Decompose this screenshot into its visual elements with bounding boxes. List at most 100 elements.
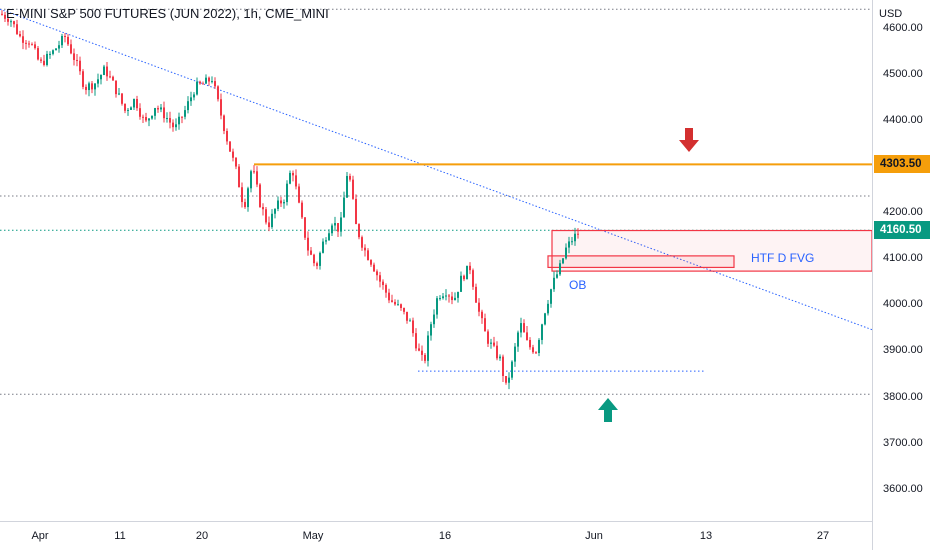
time-tick-label: 13	[699, 530, 713, 542]
candle-body	[376, 271, 378, 276]
time-tick-label: 11	[114, 530, 126, 542]
candle-body	[136, 99, 138, 109]
candle-body	[349, 175, 351, 180]
candle-body	[319, 252, 321, 266]
candle-body	[70, 44, 72, 54]
down-arrow-icon[interactable]	[679, 128, 699, 152]
candle-body	[205, 77, 207, 84]
candle-body	[364, 247, 366, 251]
candle-body	[124, 103, 126, 111]
candle-body	[553, 277, 555, 290]
candle-body	[367, 250, 369, 261]
candle-body	[517, 332, 519, 347]
candle-body	[496, 345, 498, 359]
price-tick-label: 4400.00	[883, 113, 923, 126]
price-tick-label: 3900.00	[883, 344, 923, 357]
candle-body	[55, 48, 57, 51]
candle-body	[520, 323, 522, 333]
candle-body	[244, 202, 246, 208]
candle-body	[145, 116, 147, 121]
fvg-zone	[551, 229, 872, 272]
candle-body	[121, 93, 123, 104]
candle-body	[490, 342, 492, 344]
candle-body	[127, 109, 129, 111]
candle-body	[307, 237, 309, 251]
candle-body	[355, 198, 357, 225]
candle-body	[40, 59, 42, 61]
symbol-title[interactable]: E-MINI S&P 500 FUTURES (JUN 2022), 1h, C…	[6, 6, 329, 21]
candle-body	[394, 301, 396, 305]
candle-body	[52, 50, 54, 54]
ob-label[interactable]: OB	[569, 278, 587, 292]
candle-body	[352, 179, 354, 199]
candle-body	[175, 124, 177, 128]
chart-area[interactable]: E-MINI S&P 500 FUTURES (JUN 2022), 1h, C…	[0, 0, 872, 521]
price-chart[interactable]	[0, 0, 872, 521]
candle-body	[325, 240, 327, 242]
candle-body	[118, 93, 120, 95]
candle-body	[193, 94, 195, 98]
candle-body	[94, 83, 96, 90]
candle-body	[571, 241, 573, 243]
candle-body	[310, 250, 312, 255]
candle-body	[214, 81, 216, 87]
candle-body	[235, 157, 237, 167]
candle-body	[79, 60, 81, 72]
time-axis[interactable]: Apr 11 20 May 16 Jun 13 27	[0, 521, 872, 551]
up-arrow-icon[interactable]	[598, 398, 618, 422]
candle-body	[283, 202, 285, 204]
time-tick-label: 16	[438, 530, 452, 542]
time-tick-label: Apr	[31, 530, 49, 542]
candle-body	[160, 107, 162, 110]
candle-body	[58, 45, 60, 49]
price-tick-label: 3700.00	[883, 436, 923, 449]
price-badge: 4303.50	[874, 155, 930, 174]
candle-body	[259, 184, 261, 208]
candle-body	[559, 263, 561, 275]
candle-body	[472, 270, 474, 287]
candle-body	[4, 14, 6, 19]
candle-body	[388, 292, 390, 301]
candle-body	[265, 209, 267, 223]
candle-body	[382, 281, 384, 286]
candle-body	[499, 356, 501, 359]
price-axis[interactable]: USD 4600.004500.004400.004300.004200.004…	[872, 0, 932, 550]
candle-body	[457, 291, 459, 298]
candle-body	[556, 274, 558, 278]
candle-body	[31, 44, 33, 46]
candle-body	[157, 108, 159, 110]
candle-body	[448, 295, 450, 297]
candle-body	[313, 254, 315, 264]
candle-body	[43, 60, 45, 65]
candle-body	[409, 320, 411, 322]
fvg-label[interactable]: HTF D FVG	[751, 251, 815, 265]
candle-body	[274, 208, 276, 214]
candle-body	[268, 222, 270, 228]
candle-body	[169, 118, 171, 123]
candle-body	[13, 21, 15, 25]
candle-body	[184, 110, 186, 117]
candle-body	[7, 18, 9, 22]
candle-body	[133, 99, 135, 108]
price-tick-label: 4200.00	[883, 206, 923, 219]
candle-body	[373, 264, 375, 272]
candle-body	[10, 21, 12, 23]
candle-body	[337, 223, 339, 232]
price-tick-label: 4000.00	[883, 298, 923, 311]
candle-body	[451, 296, 453, 301]
candle-body	[226, 131, 228, 142]
candle-body	[151, 115, 153, 119]
candle-body	[361, 237, 363, 248]
candle-body	[418, 348, 420, 351]
candle-body	[199, 81, 201, 84]
candle-body	[343, 197, 345, 218]
candle-body	[208, 77, 210, 82]
candle-body	[469, 265, 471, 271]
candle-body	[97, 79, 99, 84]
candle-body	[463, 275, 465, 280]
candle-body	[178, 116, 180, 125]
time-tick-label: 27	[816, 530, 830, 542]
candle-body	[139, 108, 141, 117]
candle-body	[115, 80, 117, 95]
candle-body	[421, 350, 423, 355]
